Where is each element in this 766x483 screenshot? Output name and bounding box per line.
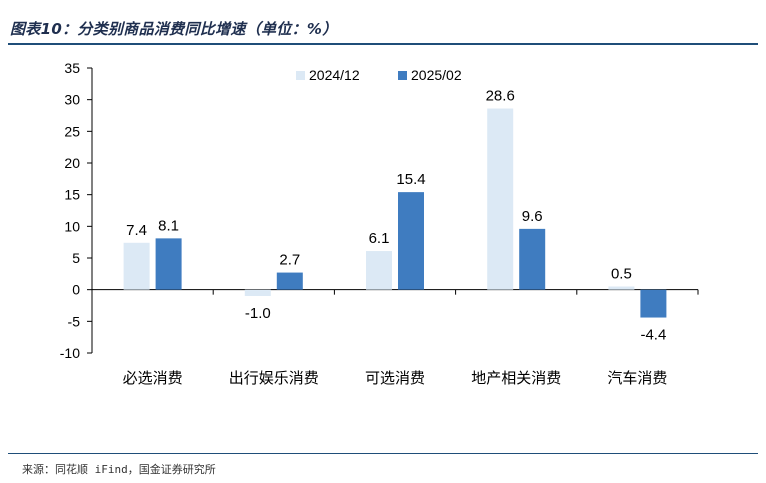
y-tick-label: -10 — [60, 345, 80, 361]
bar-2024-12 — [487, 108, 514, 290]
data-label: 9.6 — [522, 208, 543, 225]
data-label: 28.6 — [486, 88, 515, 105]
chart-title: 图表10：分类别商品消费同比增速（单位：%） — [10, 20, 338, 38]
x-category-label: 地产相关消费 — [471, 369, 561, 387]
chart-bars — [123, 108, 667, 318]
legend-label: 2024/12 — [309, 67, 360, 83]
data-label: 15.4 — [396, 171, 425, 188]
bar-2025-02 — [398, 192, 424, 290]
data-label: -1.0 — [245, 305, 271, 322]
data-label: 0.5 — [611, 266, 632, 283]
footer-rule — [8, 453, 758, 454]
x-category-label: 汽车消费 — [607, 369, 667, 387]
y-tick-label: -5 — [68, 313, 81, 329]
chart-axes: 35 30 25 20 15 10 5 0 -5 -10 必选消费 出行娱乐消费 可选消费 地产相关消费 汽… — [60, 60, 699, 387]
y-tick-label: 20 — [64, 155, 80, 171]
x-category-label: 出行娱乐消费 — [229, 369, 319, 387]
x-category-label: 必选消费 — [123, 369, 183, 387]
bar-2024-12 — [608, 286, 635, 290]
bar-2024-12 — [244, 289, 271, 296]
data-label: 8.1 — [158, 217, 179, 234]
data-label: 6.1 — [369, 230, 390, 247]
x-category-label: 可选消费 — [365, 369, 425, 387]
y-tick-label: 15 — [64, 187, 80, 203]
data-label: -4.4 — [640, 327, 666, 344]
data-label: 2.7 — [279, 252, 300, 269]
bar-chart: 35 30 25 20 15 10 5 0 -5 -10 必选消费 出行娱乐消费 可选消费 地产相关消费 汽… — [60, 60, 699, 387]
bar-2025-02 — [155, 238, 182, 290]
bar-2025-02 — [276, 272, 303, 290]
bar-2025-02 — [640, 289, 667, 318]
y-tick-label: 25 — [64, 123, 80, 139]
data-label: 7.4 — [126, 222, 147, 239]
y-tick-label: 10 — [64, 218, 80, 234]
legend-swatch — [398, 71, 407, 80]
bar-2024-12 — [123, 242, 150, 290]
y-tick-label: 5 — [72, 250, 80, 266]
y-tick-label: 35 — [64, 60, 80, 76]
chart-legend: 2024/12 2025/02 — [296, 67, 462, 83]
source-note: 来源：同花顺 iFind，国金证券研究所 — [22, 463, 216, 476]
y-tick-label: 0 — [72, 282, 80, 298]
y-tick-label: 30 — [64, 92, 80, 108]
title-underline — [8, 43, 758, 45]
bar-2024-12 — [366, 251, 392, 290]
legend-swatch — [296, 71, 305, 80]
bar-2025-02 — [519, 228, 546, 290]
chart-data-labels: 7.4 -1.0 6.1 28.6 0.5 8.1 2.7 15.4 9.6 -4.4 — [126, 88, 666, 344]
legend-label: 2025/02 — [411, 67, 462, 83]
